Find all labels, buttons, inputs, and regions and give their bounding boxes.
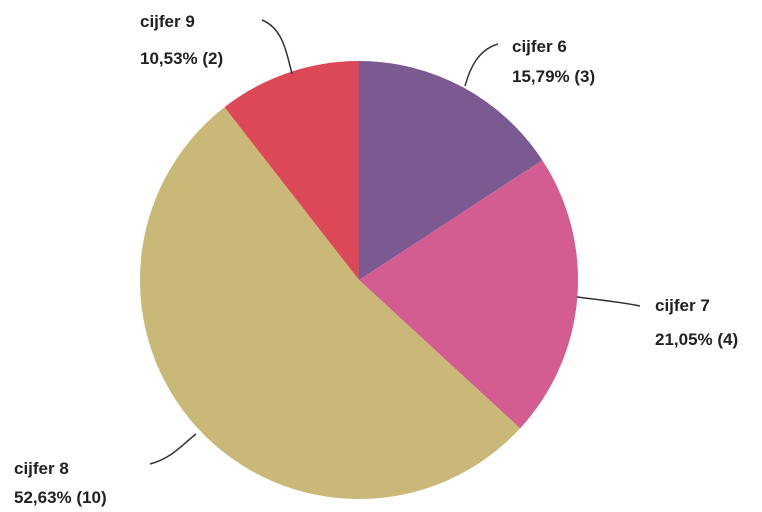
- label-value-cijfer-6: 15,79% (3): [512, 67, 595, 86]
- label-value-cijfer-9: 10,53% (2): [140, 49, 223, 68]
- slice-label-cijfer-9: cijfer 9 10,53% (2): [140, 12, 293, 75]
- label-value-cijfer-8: 52,63% (10): [14, 488, 107, 507]
- slice-label-cijfer-7: cijfer 7 21,05% (4): [576, 296, 738, 349]
- pie-slice-cijfer-7: [359, 160, 578, 429]
- pie-slices: [139, 61, 578, 500]
- label-name-cijfer-6: cijfer 6: [512, 37, 567, 56]
- label-name-cijfer-8: cijfer 8: [14, 459, 69, 478]
- label-name-cijfer-7: cijfer 7: [655, 296, 710, 315]
- leader-line-cijfer-7: [576, 296, 641, 307]
- label-name-cijfer-9: cijfer 9: [140, 12, 195, 31]
- label-value-cijfer-7: 21,05% (4): [655, 330, 738, 349]
- leader-line-cijfer-6: [464, 43, 499, 87]
- pie-slice-cijfer-6: [359, 61, 543, 280]
- pie-slice-cijfer-9: [224, 61, 359, 280]
- pie-slice-cijfer-8: [139, 107, 521, 500]
- slice-label-cijfer-6: cijfer 6 15,79% (3): [464, 37, 595, 87]
- slice-label-cijfer-8: cijfer 8 52,63% (10): [14, 433, 197, 507]
- leader-line-cijfer-8: [149, 433, 197, 465]
- leader-line-cijfer-9: [261, 19, 293, 75]
